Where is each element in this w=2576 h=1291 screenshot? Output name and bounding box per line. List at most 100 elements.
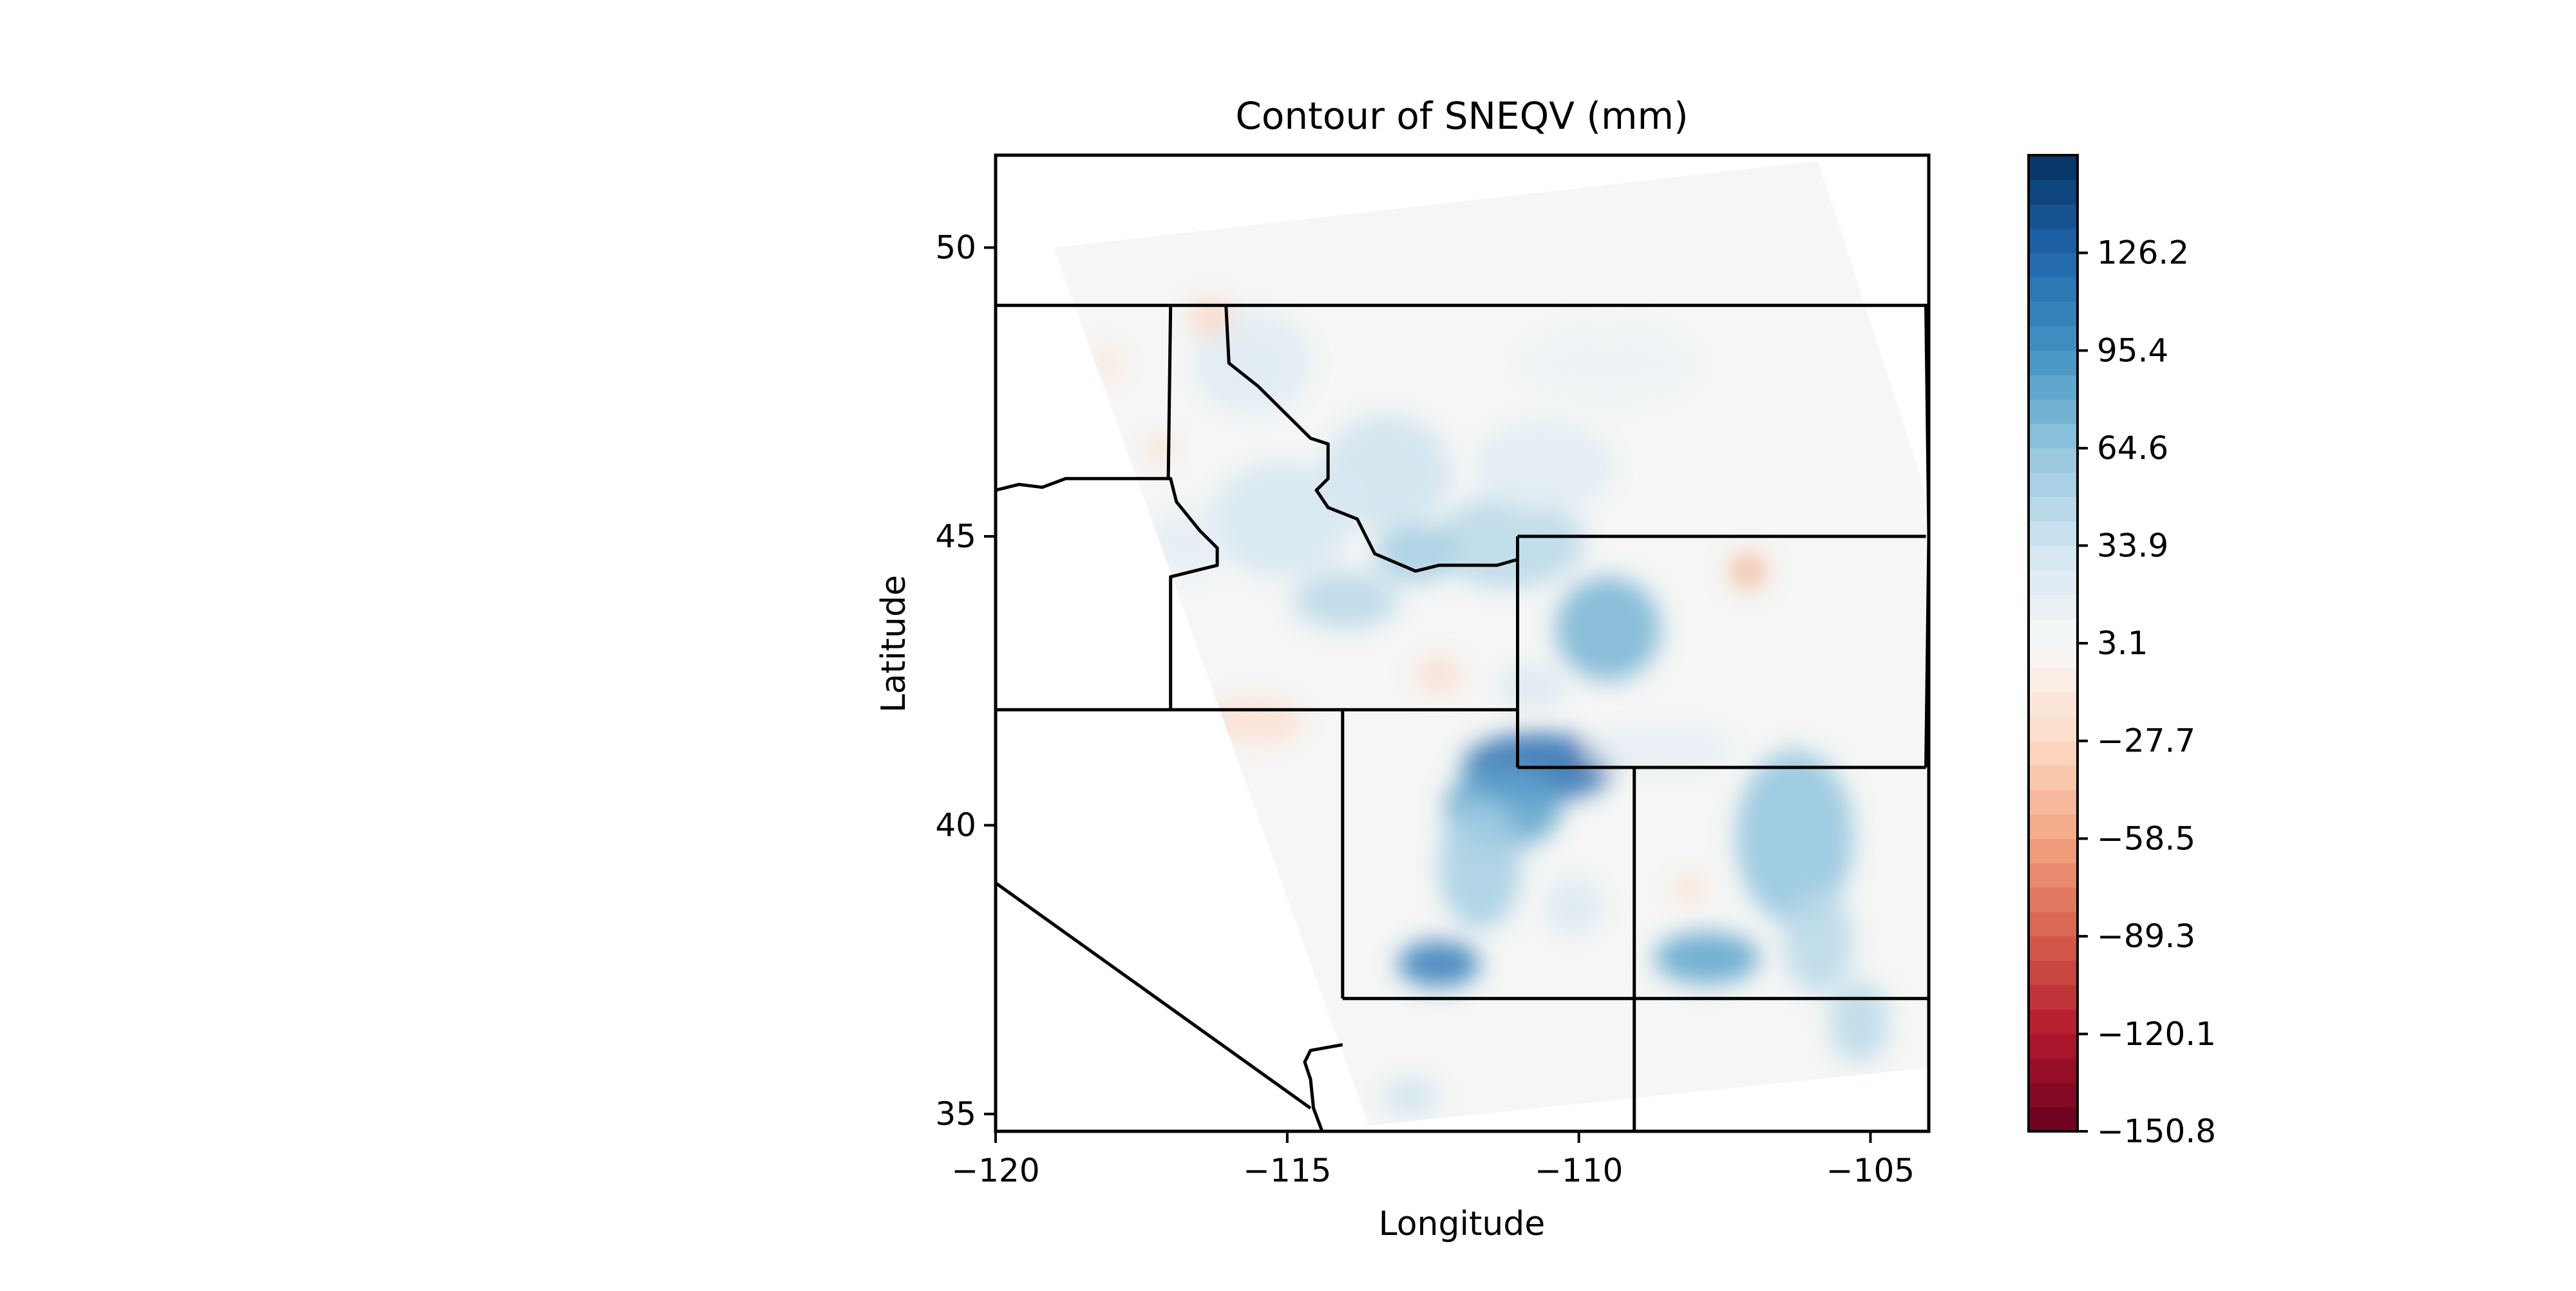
colorbar-level <box>2029 985 2078 1010</box>
colorbar-tick-label: −58.5 <box>2097 820 2195 857</box>
colorbar-level <box>2029 838 2078 863</box>
snow-loss-region <box>1416 657 1463 693</box>
snow-gain-region <box>1654 932 1760 985</box>
x-tick-label: −115 <box>1243 1152 1331 1189</box>
snow-loss-region <box>1176 767 1224 814</box>
snow-loss-region <box>1088 346 1124 381</box>
plot-area <box>996 161 1929 1131</box>
colorbar-level <box>2029 448 2078 473</box>
y-tick-label: 50 <box>935 229 976 267</box>
snow-gain-region <box>1584 727 1737 773</box>
snow-gain-region <box>1497 663 1567 710</box>
y-tick-label: 45 <box>935 518 976 555</box>
x-tick-label: −110 <box>1535 1152 1623 1189</box>
colorbar-level <box>2029 252 2078 278</box>
colorbar-tick-label: −27.7 <box>2097 722 2195 760</box>
x-tick-label: −120 <box>951 1152 1039 1189</box>
snow-gain-region <box>1783 889 1853 993</box>
colorbar-ticks: 126.2 95.4 64.6 33.9 3.1 −27.7 −58.5 −89.3 −120.… <box>2078 234 2216 1150</box>
y-axis-label: Latitude <box>875 575 913 713</box>
boundary-colorado-river <box>1303 1042 1343 1131</box>
boundary-wy-east <box>1924 305 1929 768</box>
colorbar-level <box>2029 326 2078 351</box>
colorbar-level <box>2029 350 2078 375</box>
snow-gain-region <box>1193 311 1311 415</box>
colorbar-level <box>2029 155 2078 180</box>
x-axis-label: Longitude <box>1379 1205 1546 1243</box>
y-axis: 35 40 45 50 <box>935 229 996 1133</box>
snow-gain-region <box>1374 525 1457 583</box>
boundary-ca-nv-diag <box>996 881 1312 1110</box>
colorbar-tick-label: 95.4 <box>2097 332 2168 369</box>
colorbar-level <box>2029 521 2078 546</box>
colorbar-level <box>2029 716 2078 742</box>
snow-loss-region <box>1730 554 1766 589</box>
colorbar-level <box>2029 619 2078 644</box>
colorbar-level <box>2029 936 2078 961</box>
colorbar-level <box>2029 667 2078 693</box>
snow-loss-region <box>1147 438 1171 462</box>
y-tick-label: 40 <box>935 807 976 844</box>
colorbar-level <box>2029 887 2078 912</box>
colorbar-level <box>2029 765 2078 790</box>
snow-gain-region <box>1397 941 1480 987</box>
snow-gain-region <box>1293 570 1398 629</box>
colorbar-level <box>2029 423 2078 449</box>
colorbar-level <box>2029 814 2078 839</box>
sneqv-field <box>1088 299 1888 1115</box>
y-tick-label: 35 <box>935 1095 976 1133</box>
colorbar-tick-label: −120.1 <box>2097 1015 2216 1053</box>
colorbar-level <box>2029 789 2078 815</box>
snow-gain-region <box>1830 981 1888 1062</box>
snow-gain-region <box>1555 576 1661 681</box>
snow-gain-region <box>1520 323 1696 404</box>
colorbar-level <box>2029 203 2078 229</box>
colorbar: 126.2 95.4 64.6 33.9 3.1 −27.7 −58.5 −89.3 −120.… <box>2027 154 2216 1150</box>
colorbar-level <box>2029 228 2078 254</box>
colorbar-tick-label: −89.3 <box>2097 918 2195 955</box>
colorbar-level <box>2029 301 2078 326</box>
chart-title: Contour of SNEQV (mm) <box>1235 94 1688 138</box>
snow-gain-region <box>1473 420 1614 514</box>
x-axis: −120 −115 −110 −105 <box>951 1131 1915 1189</box>
snow-loss-region <box>1188 299 1235 335</box>
colorbar-steps <box>2029 155 2078 1132</box>
boundary-or-id <box>996 476 1219 710</box>
colorbar-level <box>2029 1009 2078 1034</box>
colorbar-level <box>2029 399 2078 424</box>
colorbar-level <box>2029 545 2078 570</box>
colorbar-level <box>2029 911 2078 937</box>
colorbar-level <box>2029 375 2078 400</box>
snow-loss-region <box>1672 877 1707 901</box>
colorbar-level <box>2029 277 2078 302</box>
colorbar-level <box>2029 960 2078 986</box>
colorbar-level <box>2029 863 2078 888</box>
snow-gain-region <box>1736 749 1853 924</box>
x-tick-label: −105 <box>1826 1152 1915 1189</box>
colorbar-level <box>2029 179 2078 205</box>
colorbar-level <box>2029 1107 2078 1132</box>
colorbar-level <box>2029 496 2078 522</box>
colorbar-level <box>2029 692 2078 717</box>
colorbar-tick-label: 33.9 <box>2097 527 2168 564</box>
plot-frame <box>994 153 1931 1133</box>
snow-gain-region <box>1544 877 1602 936</box>
colorbar-level <box>2029 1082 2078 1107</box>
state-boundaries <box>996 303 1929 1131</box>
colorbar-tick-label: 64.6 <box>2097 429 2168 467</box>
colorbar-level <box>2029 570 2078 595</box>
colorbar-level <box>2029 472 2078 498</box>
colorbar-level <box>2029 594 2078 619</box>
snow-gain-region <box>1322 415 1451 531</box>
colorbar-level <box>2029 643 2078 668</box>
snow-gain-region <box>1211 461 1352 577</box>
snow-gain-region <box>1380 1079 1439 1115</box>
colorbar-tick-label: 126.2 <box>2097 234 2189 272</box>
boundary-wa-id <box>1166 305 1173 479</box>
colorbar-level <box>2029 740 2078 766</box>
boundary-id-mt <box>1224 305 1519 573</box>
colorbar-tick-label: 3.1 <box>2097 625 2148 662</box>
colorbar-tick-label: −150.8 <box>2097 1113 2216 1150</box>
snow-loss-region <box>1200 698 1305 744</box>
